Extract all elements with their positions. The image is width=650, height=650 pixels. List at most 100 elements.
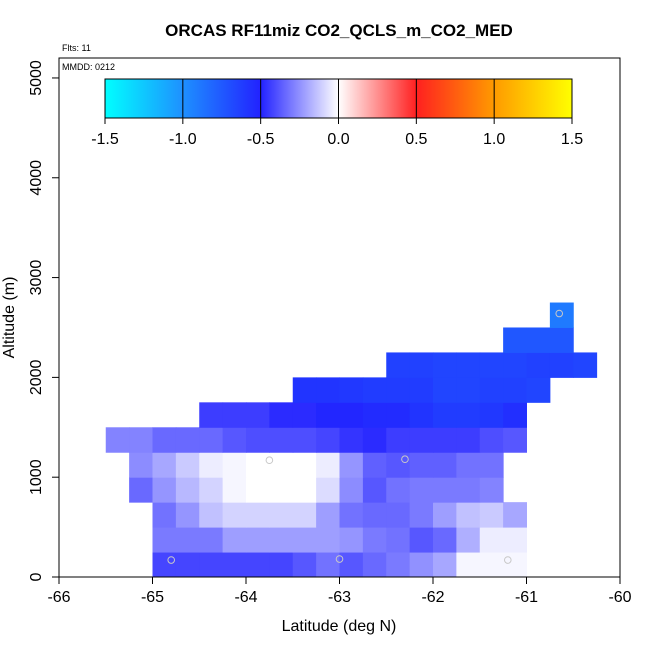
y-tick-label: 5000: [28, 60, 45, 96]
heatmap-cell: [246, 552, 270, 578]
heatmap-cell: [362, 452, 387, 478]
colorbar-tick-label: -0.5: [247, 131, 275, 148]
heatmap-cell: [386, 352, 411, 378]
heatmap-cell: [503, 427, 527, 453]
x-tick-label: -63: [328, 589, 351, 606]
heatmap-cell: [175, 452, 200, 478]
heatmap-cell: [339, 452, 364, 478]
heatmap-cell: [456, 352, 481, 378]
heatmap-cell: [362, 427, 387, 453]
heatmap-cell: [409, 452, 434, 478]
heatmap-cell: [199, 477, 224, 503]
heatmap-cell: [246, 402, 270, 428]
flight-marker: [265, 456, 274, 465]
y-tick-label: 4000: [28, 160, 45, 196]
heatmap-cell: [246, 452, 270, 478]
heatmap-cell: [549, 327, 574, 353]
heatmap-cell: [386, 502, 411, 528]
heatmap-cell: [152, 502, 177, 528]
heatmap-cell: [175, 502, 200, 528]
heatmap-cell: [292, 552, 317, 578]
heatmap-cell: [503, 502, 527, 528]
heatmap-cell: [456, 452, 481, 478]
y-tick-label: 2000: [28, 359, 45, 395]
heatmap-cell: [316, 377, 340, 403]
chart-title: ORCAS RF11miz CO2_QCLS_m_CO2_MED: [165, 21, 513, 40]
flight-marker: [504, 556, 512, 564]
heatmap-cell: [316, 427, 340, 453]
heatmap-cell: [292, 377, 317, 403]
heatmap-cell: [175, 427, 200, 453]
x-axis-label: Latitude (deg N): [282, 618, 397, 635]
heatmap-cell: [222, 552, 247, 578]
heatmap-cell: [409, 527, 434, 553]
heatmap-cell: [433, 352, 457, 378]
heatmap-cell: [362, 552, 387, 578]
heatmap-cell: [479, 552, 504, 578]
x-tick-label: -64: [234, 589, 257, 606]
heatmap-cell: [339, 552, 364, 578]
colorbar-tick-label: 0.0: [327, 131, 349, 148]
heatmap-cell: [129, 427, 153, 453]
heatmap-cell: [433, 427, 457, 453]
x-tick-label: -60: [608, 589, 631, 606]
heatmap-cell: [386, 377, 411, 403]
heatmap-cell: [269, 427, 294, 453]
heatmap-cell: [222, 452, 247, 478]
heatmap-cell: [199, 452, 224, 478]
y-tick-label: 1000: [28, 459, 45, 495]
heatmap-cell: [526, 327, 551, 353]
heatmap-cell: [292, 477, 317, 503]
heatmap-cell: [362, 527, 387, 553]
heatmap-cell: [199, 527, 224, 553]
colorbar-tick-label: 1.5: [561, 131, 583, 148]
heatmap-cell: [433, 377, 457, 403]
heatmap-cell: [386, 402, 411, 428]
heatmap-cell: [292, 452, 317, 478]
colorbar-tick-label: -1.0: [169, 131, 197, 148]
heatmap-cell: [479, 527, 504, 553]
heatmap-cell: [479, 352, 504, 378]
heatmap-cell: [456, 427, 481, 453]
heatmap-cell: [409, 352, 434, 378]
heatmap-cell: [339, 377, 364, 403]
y-axis-label: Altitude (m): [1, 277, 18, 359]
heatmap-cell: [433, 527, 457, 553]
heatmap-cell: [526, 352, 551, 378]
heatmap-cell: [222, 402, 247, 428]
heatmap-cell: [339, 502, 364, 528]
heatmap-cell: [292, 427, 317, 453]
heatmap-cell: [269, 552, 294, 578]
heatmap-cell: [526, 377, 551, 403]
heatmap-cell: [409, 402, 434, 428]
heatmap-cell: [456, 402, 481, 428]
x-tick-label: -66: [47, 589, 70, 606]
flight-marker: [167, 556, 175, 564]
heatmap-cell: [479, 502, 504, 528]
heatmap-cell: [386, 477, 411, 503]
heatmap-cell: [152, 427, 177, 453]
heatmap-cell: [479, 427, 504, 453]
heatmap-cell: [433, 402, 457, 428]
y-tick-label: 0: [28, 572, 45, 581]
heatmap-cell: [292, 402, 317, 428]
heatmap-cell: [105, 427, 130, 453]
flight-marker: [401, 455, 409, 464]
heatmap-cell: [549, 352, 574, 378]
heatmap-cell: [456, 502, 481, 528]
heatmap-cell: [292, 502, 317, 528]
heatmap-cell: [246, 477, 270, 503]
heatmap-cell: [316, 502, 340, 528]
y-tick-label: 3000: [28, 260, 45, 296]
heatmap-cell: [433, 477, 457, 503]
colorbar-tick-label: 1.0: [483, 131, 505, 148]
heatmap-cell: [386, 452, 411, 478]
heatmap-cell: [175, 477, 200, 503]
heatmap-cell: [362, 502, 387, 528]
heatmap-cell: [386, 552, 411, 578]
heatmap-cell: [339, 402, 364, 428]
heatmap-cell: [246, 502, 270, 528]
heatmap-cell: [316, 527, 340, 553]
heatmap-cell: [152, 527, 177, 553]
